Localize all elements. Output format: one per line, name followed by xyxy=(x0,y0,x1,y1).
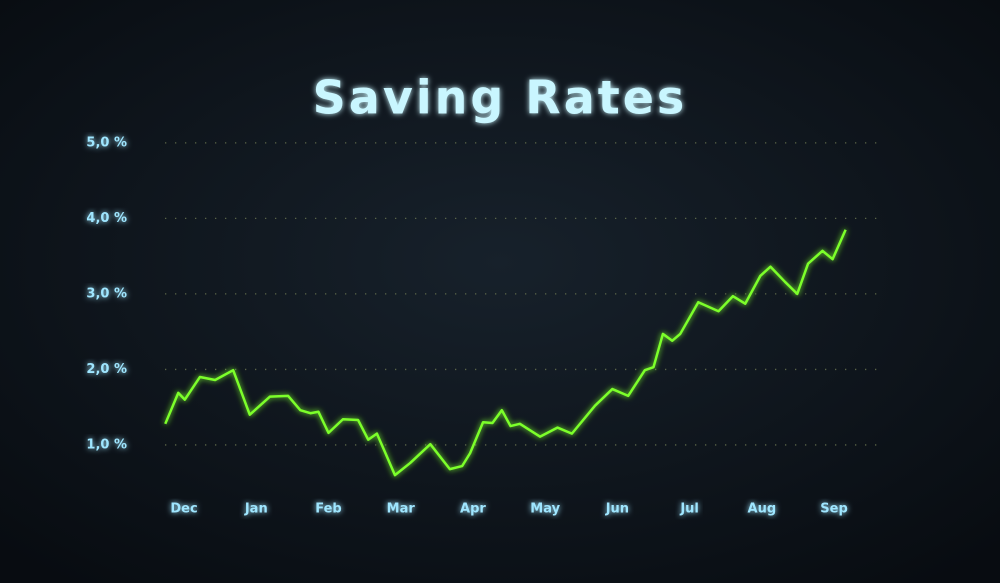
x-tick-label: May xyxy=(530,502,560,517)
x-tick-label: Dec xyxy=(170,502,197,517)
y-tick-label: 5,0 % xyxy=(86,135,127,150)
y-tick-label: 3,0 % xyxy=(86,286,127,301)
x-tick-label: Apr xyxy=(460,502,486,517)
x-tick-label: Jan xyxy=(244,502,268,517)
plot: 1,0 % 2,0 % 3,0 % 4,0 % 5,0 % Dec Jan Feb Mar Apr… xyxy=(86,127,878,517)
x-tick-label: Mar xyxy=(387,502,416,517)
x-tick-label: Jul xyxy=(679,502,699,517)
x-tick-label: Jun xyxy=(605,502,629,517)
chart-title: Saving Rates xyxy=(313,71,688,125)
x-tick-label: Aug xyxy=(748,502,777,517)
series-line xyxy=(164,229,847,477)
x-tick-label: Feb xyxy=(315,502,341,517)
y-tick-label: 2,0 % xyxy=(86,362,127,377)
x-tick-label: Sep xyxy=(820,502,848,517)
y-tick-label: 4,0 % xyxy=(86,211,127,226)
y-tick-label: 1,0 % xyxy=(86,437,127,452)
